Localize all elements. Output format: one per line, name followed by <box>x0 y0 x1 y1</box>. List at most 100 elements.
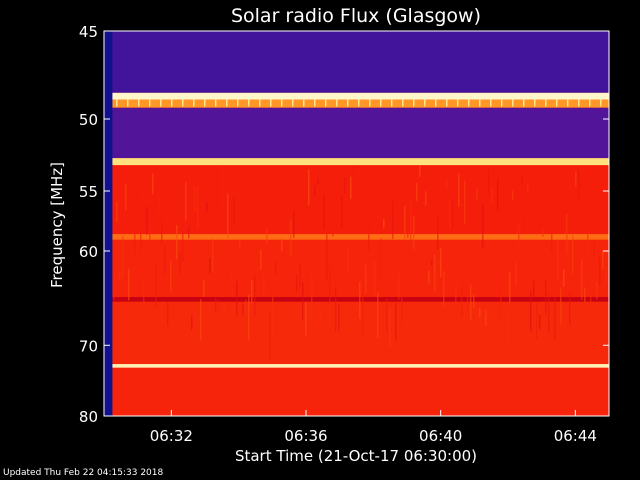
band-tick <box>204 99 206 107</box>
noise-streak <box>509 272 511 303</box>
noise-streak <box>464 180 466 224</box>
noise-streak <box>311 274 313 317</box>
y-tick-label: 55 <box>79 183 98 201</box>
noise-streak <box>386 298 388 333</box>
noise-streak <box>272 296 274 340</box>
noise-streak <box>455 287 457 304</box>
noise-streak <box>503 270 505 293</box>
noise-streak <box>545 278 547 316</box>
noise-streak <box>143 274 145 317</box>
noise-streak <box>323 195 325 229</box>
noise-streak <box>575 171 577 187</box>
x-tick-label: 06:44 <box>554 427 597 445</box>
noise-streak <box>404 205 406 240</box>
y-tick-label: 70 <box>79 337 98 355</box>
noise-streak <box>554 297 556 339</box>
noise-streak <box>329 266 331 304</box>
band-tick <box>237 99 239 107</box>
noise-streak <box>155 265 157 309</box>
noise-streak <box>125 183 127 211</box>
noise-streak <box>593 240 595 257</box>
noise-streak <box>194 186 196 212</box>
spectrogram-image <box>104 31 610 416</box>
noise-streak <box>446 180 448 189</box>
noise-streak <box>314 185 316 195</box>
noise-streak <box>527 184 529 193</box>
noise-streak <box>428 270 430 284</box>
noise-streak <box>605 251 607 283</box>
y-axis-label: Frequency [MHz] <box>48 162 66 288</box>
noise-streak <box>152 173 154 195</box>
noise-streak <box>260 249 262 270</box>
band-tick <box>567 99 569 107</box>
noise-streak <box>227 193 229 239</box>
noise-streak <box>356 178 358 195</box>
noise-streak <box>560 287 562 325</box>
band-tick <box>182 99 184 107</box>
noise-streak <box>206 202 208 212</box>
noise-streak <box>281 237 283 252</box>
noise-streak <box>389 308 391 347</box>
noise-streak <box>149 228 151 243</box>
noise-streak <box>473 294 475 308</box>
noise-streak <box>182 224 184 262</box>
noise-streak <box>341 196 343 227</box>
noise-streak <box>119 270 121 279</box>
noise-streak <box>431 259 433 267</box>
x-tick-label: 06:36 <box>284 427 327 445</box>
chart-title: Solar radio Flux (Glasgow) <box>231 5 481 27</box>
frequency-band <box>104 297 609 302</box>
noise-streak <box>488 169 490 195</box>
y-axis-ticks: 45 50 55 60 70 80 <box>79 23 609 426</box>
band-tick <box>270 99 272 107</box>
band-tick <box>435 99 437 107</box>
frequency-band <box>104 367 609 416</box>
band-tick <box>424 99 426 107</box>
noise-streak <box>392 201 394 240</box>
band-tick <box>501 99 503 107</box>
noise-streak <box>476 188 478 200</box>
noise-streak <box>140 209 142 254</box>
noise-streak <box>350 176 352 200</box>
band-tick <box>391 99 393 107</box>
band-tick <box>358 99 360 107</box>
band-tick <box>534 99 536 107</box>
noise-streak <box>173 241 175 275</box>
noise-streak <box>569 292 571 325</box>
noise-streak <box>590 278 592 305</box>
band-tick <box>259 99 261 107</box>
y-tick-label: 45 <box>79 23 98 41</box>
noise-streak <box>380 238 382 283</box>
frequency-band <box>104 364 609 368</box>
y-tick-label: 60 <box>79 243 98 261</box>
noise-streak <box>131 302 133 345</box>
noise-streak <box>209 258 211 274</box>
noise-streak <box>515 262 517 286</box>
noise-streak <box>203 279 205 297</box>
band-tick <box>512 99 514 107</box>
noise-streak <box>290 219 292 256</box>
noise-streak <box>251 280 253 304</box>
noise-streak <box>335 286 337 332</box>
band-tick <box>479 99 481 107</box>
x-axis-ticks: 06:32 06:36 06:40 06:44 <box>150 410 597 445</box>
band-tick <box>149 99 151 107</box>
noise-streak <box>599 257 601 286</box>
band-tick <box>446 99 448 107</box>
frequency-band <box>104 165 609 235</box>
noise-streak <box>413 216 415 250</box>
band-tick <box>600 99 602 107</box>
noise-streak <box>347 248 349 275</box>
noise-streak <box>191 315 193 330</box>
noise-streak <box>320 307 322 322</box>
band-tick <box>545 99 547 107</box>
noise-streak <box>263 275 265 296</box>
noise-streak <box>470 284 472 320</box>
noise-streak <box>239 240 241 248</box>
noise-streak <box>395 302 397 341</box>
band-tick <box>457 99 459 107</box>
noise-streak <box>491 186 493 206</box>
noise-streak <box>536 301 538 340</box>
band-tick <box>413 99 415 107</box>
noise-streak <box>485 309 487 327</box>
